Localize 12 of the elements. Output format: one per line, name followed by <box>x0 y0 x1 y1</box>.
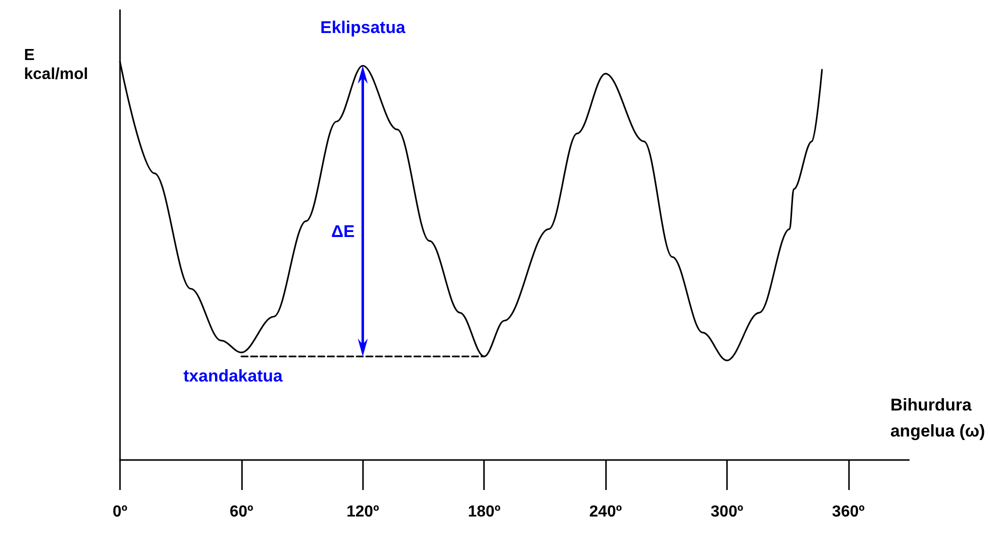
x-tick-label: 120º <box>346 504 380 520</box>
annotation: ΔE <box>331 222 355 241</box>
annotation: Eklipsatua <box>320 18 406 37</box>
x-tick-label: 180º <box>468 504 501 520</box>
x-axis-title: Bihurdura angelua (ω) <box>890 396 986 440</box>
x-tick-label: 360º <box>832 504 865 520</box>
annotation: txandakatua <box>183 366 284 386</box>
x-tick-label: 300º <box>710 504 744 520</box>
x-tick-label: 0º <box>112 504 128 520</box>
y-axis-title: E kcal/mol <box>24 47 88 83</box>
x-tick-label: 240º <box>589 504 622 520</box>
x-tick-label: 60º <box>230 504 254 520</box>
